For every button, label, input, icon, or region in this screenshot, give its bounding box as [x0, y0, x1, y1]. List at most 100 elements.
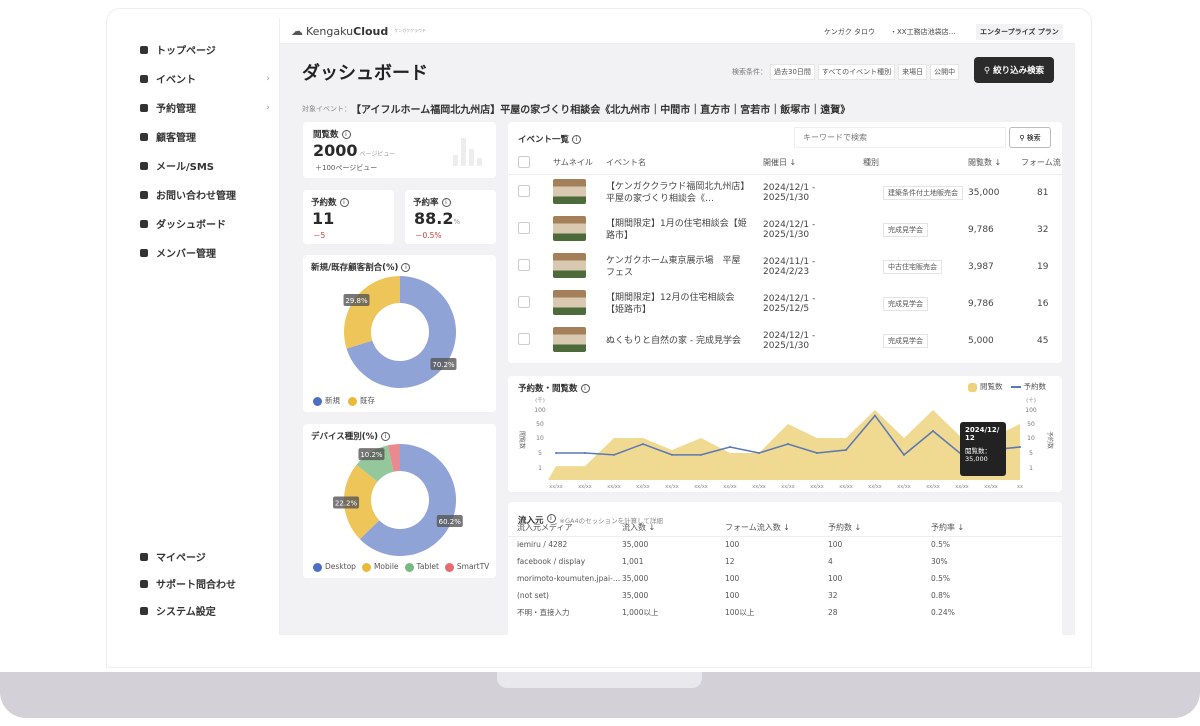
- info-icon[interactable]: i: [441, 198, 451, 207]
- brand-logo[interactable]: ☁ Kengaku Cloud ケンガククラウド: [291, 24, 426, 38]
- event-name[interactable]: 【期間限定】1月の住宅相談会【姫路市】: [606, 218, 747, 241]
- donut-slice-smarttv[interactable]: [387, 444, 400, 472]
- x-axis-tick: xx/xx: [665, 484, 679, 490]
- sidebar-item-chart[interactable]: ダッシュボード: [140, 216, 270, 231]
- donut-slice-mobile[interactable]: [344, 464, 380, 540]
- info-icon[interactable]: i: [572, 135, 582, 144]
- event-type-tag: 中古住宅販売会: [883, 259, 942, 274]
- sidebar-item-calendar[interactable]: 予約管理 ›: [140, 100, 270, 115]
- kpi-views-value: 2000: [313, 141, 358, 160]
- legend-item-reservations[interactable]: 予約数: [1010, 381, 1046, 392]
- row-checkbox[interactable]: [518, 296, 530, 308]
- filter-chip-period[interactable]: 過去30日間: [770, 64, 815, 80]
- donut-slice-desktop[interactable]: [359, 444, 456, 556]
- slice-label-bg: [343, 293, 370, 306]
- reservations-point[interactable]: [729, 446, 731, 448]
- sidebar-item-users[interactable]: 顧客管理: [140, 129, 270, 144]
- reservations-point[interactable]: [816, 452, 818, 454]
- donut-slice-既存[interactable]: [344, 276, 400, 349]
- reservations-point[interactable]: [903, 453, 905, 456]
- sidebar-item-gear[interactable]: システム設定: [140, 603, 270, 618]
- event-row[interactable]: 【期間限定】12月の住宅相談会【姫路市】 2024/12/1 - 2025/12/…: [508, 285, 1062, 322]
- reservations-point[interactable]: [700, 453, 702, 456]
- customer-ratio-donut: 70.2% 29.8%: [343, 276, 457, 388]
- sidebar-item-grid[interactable]: メンバー管理: [140, 245, 270, 260]
- reservations-point[interactable]: [874, 414, 876, 417]
- x-axis-tick: xx/xx: [607, 484, 621, 490]
- row-checkbox[interactable]: [518, 333, 530, 345]
- sidebar-item-home[interactable]: トップページ: [140, 42, 270, 57]
- sidebar-item-person[interactable]: マイページ: [140, 549, 270, 564]
- home-icon: [140, 45, 148, 54]
- filter-chip-date-type[interactable]: 来場日: [898, 64, 928, 80]
- info-icon[interactable]: i: [401, 263, 411, 272]
- col-form-inflow[interactable]: フォーム流入数 ↓: [725, 519, 828, 537]
- event-row[interactable]: ケンガクホーム東京展示場 平屋フェス 2024/11/1 - 2024/2/23 中…: [508, 248, 1062, 285]
- reservations-point[interactable]: [845, 449, 847, 451]
- legend-item-views[interactable]: 閲覧数: [968, 381, 1003, 392]
- event-row[interactable]: ぬくもりと自然の家 - 完成見学会 2024/12/1 - 2025/1/30 完成…: [508, 322, 1062, 359]
- reservations-point[interactable]: [613, 453, 615, 456]
- sidebar-item-document[interactable]: イベント ›: [140, 71, 270, 86]
- row-checkbox[interactable]: [518, 222, 530, 234]
- store-selector[interactable]: ・XX工務店池袋店…: [890, 28, 956, 36]
- target-event-name: 【アイフルホーム福岡北九州店】平屋の家づくり相談会《北九州市｜中間市｜直方市｜宮…: [351, 105, 851, 116]
- event-date: 2024/12/1 - 2025/1/30: [763, 330, 816, 351]
- event-row[interactable]: 【ケンガククラウド福岡北九州店】平屋の家づくり相談会《… 2024/12/1 - …: [508, 174, 1062, 211]
- select-all-checkbox[interactable]: [518, 155, 530, 168]
- col-form[interactable]: フォーム流: [1021, 152, 1062, 175]
- row-checkbox[interactable]: [518, 185, 530, 198]
- source-row: facebook / display 1,001 12 4 30%: [508, 553, 1062, 570]
- col-views[interactable]: 閲覧数 ↓: [968, 152, 1021, 175]
- event-form-count: 19: [1037, 261, 1049, 272]
- donut-slice-新規[interactable]: [346, 276, 456, 388]
- sidebar-item-mail[interactable]: メール/SMS: [140, 158, 270, 173]
- filter-chip-status[interactable]: 公開中: [930, 64, 960, 80]
- sidebar-item-chat[interactable]: お問い合わせ管理: [140, 187, 270, 202]
- event-name[interactable]: 【ケンガククラウド福岡北九州店】平屋の家づくり相談会《…: [606, 181, 745, 204]
- source-row: morimoto-koumuten.jpai-… 35,000 100 100 0.5%: [508, 570, 1062, 587]
- reservations-point[interactable]: [787, 443, 789, 445]
- event-search-input[interactable]: [794, 127, 1006, 148]
- col-date[interactable]: 開催日 ↓: [763, 152, 863, 175]
- reservations-point[interactable]: [1019, 446, 1021, 448]
- event-name[interactable]: 【期間限定】12月の住宅相談会【姫路市】: [606, 292, 735, 315]
- sidebar-item-label: 予約管理: [156, 104, 196, 115]
- source-cell: morimoto-koumuten.jpai-…: [517, 574, 621, 583]
- legend-item-existing[interactable]: 既存: [348, 395, 375, 406]
- event-name[interactable]: ぬくもりと自然の家 - 完成見学会: [606, 335, 741, 346]
- left-axis-tick: 100: [534, 407, 546, 414]
- legend-item-smarttv[interactable]: SmartTV: [444, 562, 489, 572]
- row-checkbox[interactable]: [518, 259, 530, 271]
- info-icon[interactable]: i: [339, 198, 349, 207]
- reservations-point[interactable]: [671, 453, 673, 456]
- reservations-point[interactable]: [642, 443, 644, 445]
- filter-chip-event-type[interactable]: すべてのイベント種別: [817, 64, 896, 80]
- event-thumbnail: [553, 326, 586, 352]
- col-reservations[interactable]: 予約数 ↓: [828, 519, 931, 537]
- sidebar-item-help[interactable]: サポート問合わせ: [140, 576, 270, 591]
- col-inflow[interactable]: 流入数 ↓: [622, 519, 725, 537]
- kpi-rate-delta: －0.5%: [415, 231, 442, 240]
- right-axis-tick: 100: [1025, 407, 1037, 414]
- chart-title: 予約数・閲覧数 i: [518, 382, 590, 394]
- event-row[interactable]: 【期間限定】1月の住宅相談会【姫路市】 2024/12/1 - 2025/1/30…: [508, 211, 1062, 248]
- reservations-point[interactable]: [932, 430, 934, 432]
- info-icon[interactable]: i: [341, 130, 351, 139]
- legend-item-new[interactable]: 新規: [313, 395, 340, 406]
- event-search-button[interactable]: ⚲ 検索: [1009, 127, 1051, 148]
- legend-item-tablet[interactable]: Tablet: [404, 562, 439, 572]
- reservations-point[interactable]: [758, 452, 760, 454]
- reservations-point[interactable]: [555, 452, 557, 454]
- legend-item-desktop[interactable]: Desktop: [313, 562, 356, 572]
- user-name[interactable]: ケンガク タロウ: [824, 28, 876, 36]
- kpi-reservations-delta: －5: [313, 231, 326, 240]
- col-rate[interactable]: 予約率 ↓: [931, 519, 1062, 537]
- event-views: 3,987: [968, 261, 994, 272]
- reservations-point[interactable]: [584, 452, 586, 454]
- legend-item-mobile[interactable]: Mobile: [361, 562, 399, 572]
- filter-search-button[interactable]: ⚲ 絞り込み検索: [974, 57, 1054, 83]
- info-icon[interactable]: i: [580, 384, 590, 393]
- info-icon[interactable]: i: [381, 432, 391, 441]
- event-name[interactable]: ケンガクホーム東京展示場 平屋フェス: [606, 255, 741, 278]
